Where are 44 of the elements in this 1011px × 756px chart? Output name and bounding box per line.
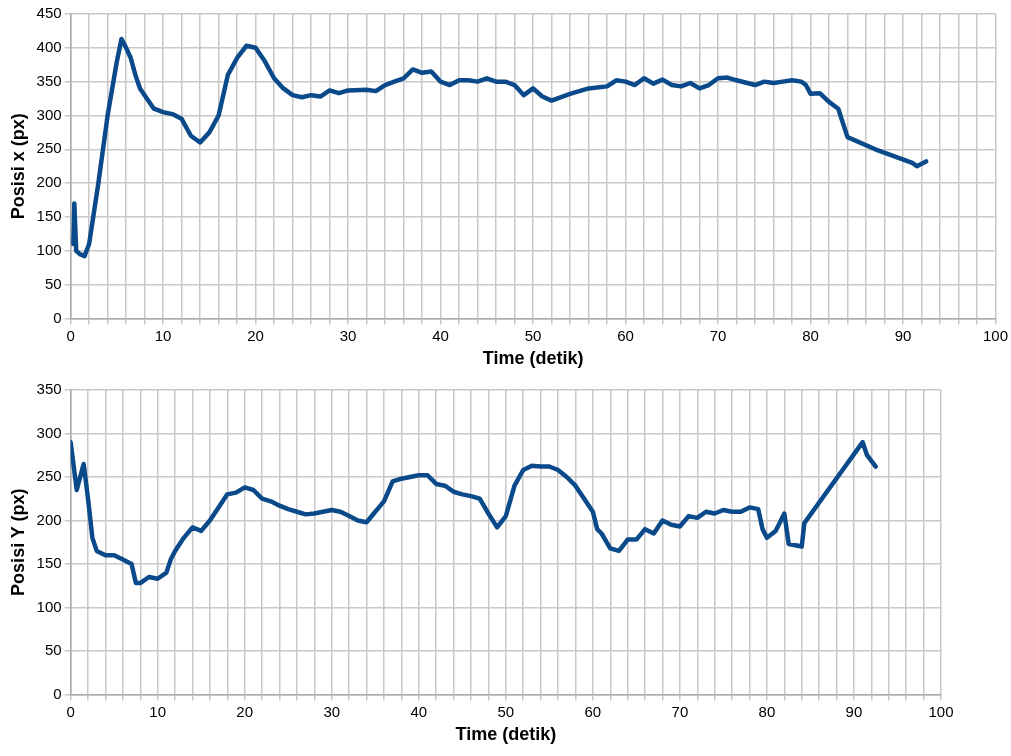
y-tick-label: 50 [44, 274, 62, 292]
y-tick-label: 300 [36, 105, 62, 123]
y-axis-title: Posisi Y (px) [7, 488, 28, 596]
x-tick-label: 60 [584, 702, 602, 720]
x-tick-label: 90 [894, 326, 912, 344]
x-tick-label: 40 [432, 326, 449, 344]
y-tick-label: 100 [36, 597, 62, 615]
x-tick-label: 30 [323, 702, 341, 720]
x-tick-label: 20 [247, 326, 264, 344]
y-tick-label: 100 [36, 240, 62, 258]
x-tick-label: 0 [66, 702, 75, 720]
x-tick-label: 80 [758, 702, 776, 720]
y-tick-label: 350 [36, 71, 62, 89]
x-tick-label: 40 [410, 702, 428, 720]
x-tick-label: 50 [524, 326, 542, 344]
x-tick-label: 0 [66, 326, 75, 344]
y-tick-label: 400 [36, 37, 62, 55]
x-tick-label: 30 [339, 326, 357, 344]
y-tick-label: 300 [36, 423, 62, 441]
x-tick-label: 10 [149, 702, 167, 720]
x-axis-title: Time (detik) [455, 724, 557, 745]
y-tick-label: 0 [53, 684, 62, 702]
x-tick-label: 60 [617, 326, 634, 344]
x-tick-label: 50 [497, 702, 515, 720]
y-tick-label: 150 [36, 207, 62, 225]
y-tick-label: 0 [53, 308, 62, 326]
y-tick-label: 250 [36, 467, 62, 485]
x-tick-label: 100 [928, 702, 954, 720]
x-tick-label: 10 [154, 326, 172, 344]
y-tick-label: 200 [36, 510, 62, 528]
y-tick-label: 150 [36, 554, 62, 572]
x-tick-label: 90 [845, 702, 863, 720]
x-tick-label: 100 [982, 326, 1008, 344]
x-tick-label: 20 [236, 702, 254, 720]
y-tick-label: 250 [36, 139, 62, 157]
x-axis-title: Time (detik) [482, 348, 584, 369]
y-tick-label: 450 [36, 4, 62, 22]
y-axis-title: Posisi x (px) [7, 113, 28, 220]
x-tick-label: 80 [802, 326, 819, 344]
y-tick-label: 350 [36, 380, 62, 398]
x-tick-label: 70 [709, 326, 727, 344]
y-tick-label: 200 [36, 173, 62, 191]
y-tick-label: 50 [44, 641, 62, 659]
x-tick-label: 70 [671, 702, 689, 720]
